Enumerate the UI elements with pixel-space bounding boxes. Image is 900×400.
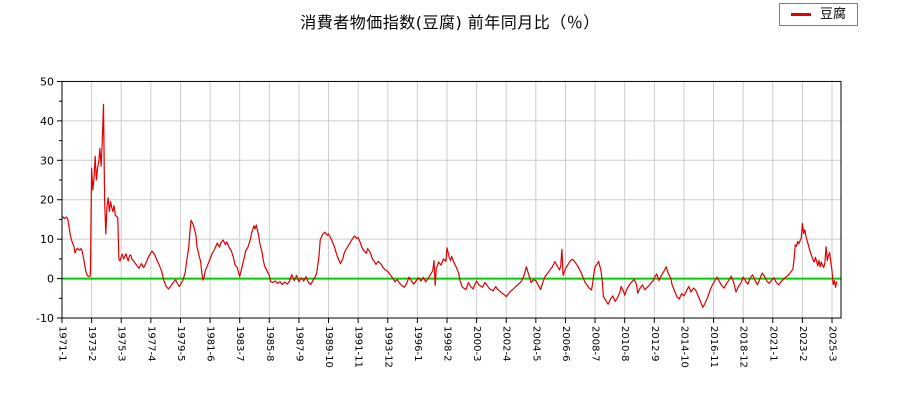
y-tick-label: 30	[40, 154, 54, 167]
x-tick-label: 2014-10	[678, 326, 689, 368]
x-tick-label: 1973-2	[86, 326, 97, 361]
x-tick-label: 2008-7	[590, 326, 601, 361]
x-tick-label: 1981-6	[205, 326, 216, 361]
y-tick-label: 10	[40, 233, 54, 246]
y-tick-label: 20	[40, 194, 54, 207]
x-tick-label: 2025-3	[827, 326, 838, 361]
x-tick-label: 1989-10	[323, 326, 334, 368]
legend-series-label: 豆腐	[819, 7, 846, 22]
x-tick-label: 1993-12	[382, 326, 393, 368]
legend-box: 豆腐	[778, 3, 858, 26]
y-tick-label: 50	[40, 75, 54, 88]
x-tick-label: 2010-8	[619, 326, 630, 361]
x-tick-label: 2018-12	[738, 326, 749, 368]
y-tick-label: -10	[36, 312, 54, 325]
y-tick-label: 0	[47, 273, 54, 286]
chart-title: 消費者物価指数(豆腐) 前年同月比（％）	[300, 13, 600, 32]
x-tick-label: 1971-1	[57, 326, 68, 361]
x-tick-label: 1985-8	[264, 326, 275, 361]
x-tick-label: 1977-4	[145, 326, 156, 361]
x-tick-label: 2002-4	[501, 326, 512, 361]
x-tick-label: 1987-9	[293, 326, 304, 361]
series-line-豆腐	[61, 103, 838, 308]
x-tick-label: 1979-5	[175, 326, 186, 361]
x-tick-label: 2006-6	[560, 326, 571, 361]
x-tick-label: 2004-5	[530, 326, 541, 361]
x-tick-label: 1998-2	[442, 326, 453, 361]
legend-line-swatch	[790, 13, 811, 16]
x-tick-label: 2016-11	[708, 326, 719, 368]
x-tick-label: 2021-1	[767, 326, 778, 361]
x-tick-label: 2012-9	[649, 326, 660, 361]
x-tick-label: 1975-3	[116, 326, 127, 361]
x-tick-label: 1996-1	[412, 326, 423, 361]
x-tick-label: 1983-7	[234, 326, 245, 361]
x-tick-label: 2023-2	[797, 326, 808, 361]
x-tick-label: 1991-11	[353, 326, 364, 368]
x-tick-label: 2000-3	[471, 326, 482, 361]
y-tick-label: 40	[40, 115, 54, 128]
